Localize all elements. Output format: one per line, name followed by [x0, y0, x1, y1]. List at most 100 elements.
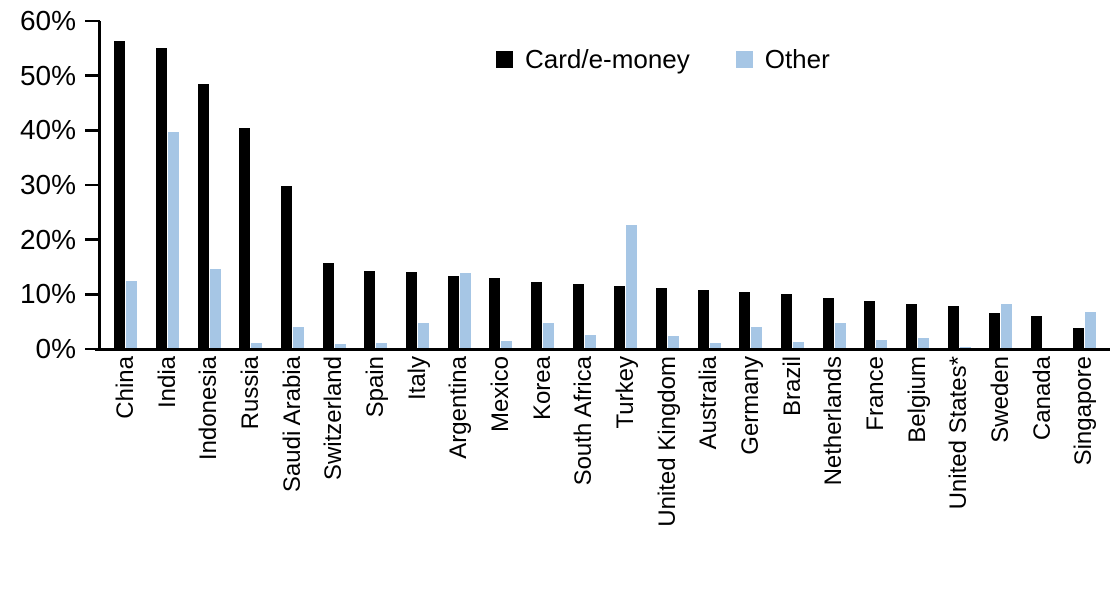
- bar-group: [397, 21, 439, 349]
- x-tick-label: India: [153, 356, 181, 409]
- x-label-cell: South Africa: [563, 356, 605, 592]
- legend-item-other: Other: [735, 44, 830, 75]
- y-tick-mark: [85, 19, 100, 23]
- y-tick-mark: [85, 183, 100, 187]
- legend-label-other: Other: [764, 44, 830, 74]
- x-tick-label: Argentina: [445, 356, 473, 459]
- bar-other: [209, 269, 221, 349]
- legend-label-card-e-money: Card/e-money: [525, 44, 690, 74]
- x-label-cell: Canada: [1022, 356, 1064, 592]
- bar-group: [272, 21, 314, 349]
- x-tick-label: Sweden: [986, 356, 1014, 443]
- x-tick-label: Indonesia: [195, 356, 223, 461]
- x-tick-label: United Kingdom: [653, 356, 681, 527]
- legend-swatch-card-e-money: [496, 51, 513, 68]
- bar-card-e-money: [1031, 316, 1043, 349]
- y-tick-label: 0%: [35, 333, 76, 364]
- bar-group: [772, 21, 814, 349]
- bar-other: [1001, 304, 1013, 349]
- legend-swatch-other: [735, 51, 753, 68]
- bar-group: [980, 21, 1022, 349]
- bar-group: [438, 21, 480, 349]
- x-tick-label: China: [111, 356, 139, 419]
- x-label-cell: Netherlands: [813, 356, 855, 592]
- x-label-cell: Sweden: [980, 356, 1022, 592]
- x-tick-label: Korea: [528, 356, 556, 421]
- bar-other: [418, 323, 430, 349]
- y-tick-label: 60%: [19, 5, 76, 36]
- x-tick-label: United States*: [945, 356, 973, 510]
- bar-card-e-money: [406, 271, 418, 349]
- x-label-cell: India: [147, 356, 189, 592]
- bar-other: [709, 343, 721, 349]
- x-label-cell: United Kingdom: [647, 356, 689, 592]
- bar-group: [813, 21, 855, 349]
- x-tick-label: Switzerland: [320, 356, 348, 481]
- bar-other: [501, 340, 513, 349]
- y-tick-label: 30%: [19, 169, 76, 200]
- bar-other: [376, 343, 388, 349]
- x-tick-label: Spain: [361, 356, 389, 418]
- x-label-cell: Korea: [522, 356, 564, 592]
- bar-card-e-money: [906, 303, 918, 349]
- bar-other: [168, 131, 179, 349]
- x-label-cell: Argentina: [438, 356, 480, 592]
- x-tick-label: Netherlands: [820, 356, 848, 486]
- x-tick-label: Canada: [1028, 356, 1056, 441]
- bar-card-e-money: [489, 278, 501, 349]
- x-tick-label: Germany: [736, 356, 764, 455]
- bar-card-e-money: [739, 291, 751, 349]
- bar-group: [355, 21, 397, 349]
- bar-group: [563, 21, 605, 349]
- x-label-cell: Belgium: [897, 356, 939, 592]
- bar-other: [668, 335, 680, 349]
- x-tick-label: France: [861, 356, 889, 431]
- x-label-cell: Australia: [688, 356, 730, 592]
- bar-group: [730, 21, 772, 349]
- x-tick-label: Turkey: [611, 356, 639, 429]
- bar-card-e-money: [781, 294, 793, 349]
- x-label-cell: United States*: [938, 356, 980, 592]
- bar-other: [293, 327, 305, 349]
- x-label-cell: Germany: [730, 356, 772, 592]
- x-label-cell: Turkey: [605, 356, 647, 592]
- x-label-cell: China: [105, 356, 147, 592]
- x-label-cell: Brazil: [772, 356, 814, 592]
- bar-card-e-money: [864, 301, 876, 349]
- bar-group: [105, 21, 147, 349]
- bar-card-e-money: [447, 275, 459, 349]
- y-tick-mark: [85, 293, 100, 296]
- legend: Card/e-money Other: [496, 44, 830, 75]
- x-label-cell: France: [855, 356, 897, 592]
- y-tick-label: 10%: [19, 278, 76, 310]
- bar-card-e-money: [322, 263, 334, 349]
- y-tick-mark: [85, 347, 100, 351]
- legend-item-card-e-money: Card/e-money: [496, 44, 690, 75]
- y-tick-mark: [85, 129, 100, 132]
- x-label-cell: Switzerland: [313, 356, 355, 592]
- x-tick-label: Brazil: [778, 356, 806, 417]
- y-tick-mark: [85, 238, 100, 241]
- bar-other: [334, 344, 346, 349]
- bar-other: [626, 225, 638, 349]
- bar-group: [688, 21, 730, 349]
- bar-card-e-money: [1072, 327, 1084, 349]
- bar-card-e-money: [114, 41, 126, 349]
- bar-other: [876, 340, 888, 349]
- x-label-cell: Saudi Arabia: [272, 356, 314, 592]
- bar-group: [1063, 21, 1105, 349]
- bar-group: [313, 21, 355, 349]
- y-axis: [98, 21, 101, 349]
- bar-other: [1084, 311, 1096, 349]
- bar-group: [605, 21, 647, 349]
- bar-card-e-money: [572, 283, 584, 349]
- y-tick-label: 50%: [19, 59, 76, 91]
- x-label-cell: Singapore: [1063, 356, 1105, 592]
- bar-card-e-money: [364, 271, 376, 349]
- bar-group: [480, 21, 522, 349]
- bar-card-e-money: [197, 84, 209, 349]
- x-label-cell: Spain: [355, 356, 397, 592]
- x-tick-label: Italy: [403, 356, 431, 401]
- bar-group: [147, 21, 189, 349]
